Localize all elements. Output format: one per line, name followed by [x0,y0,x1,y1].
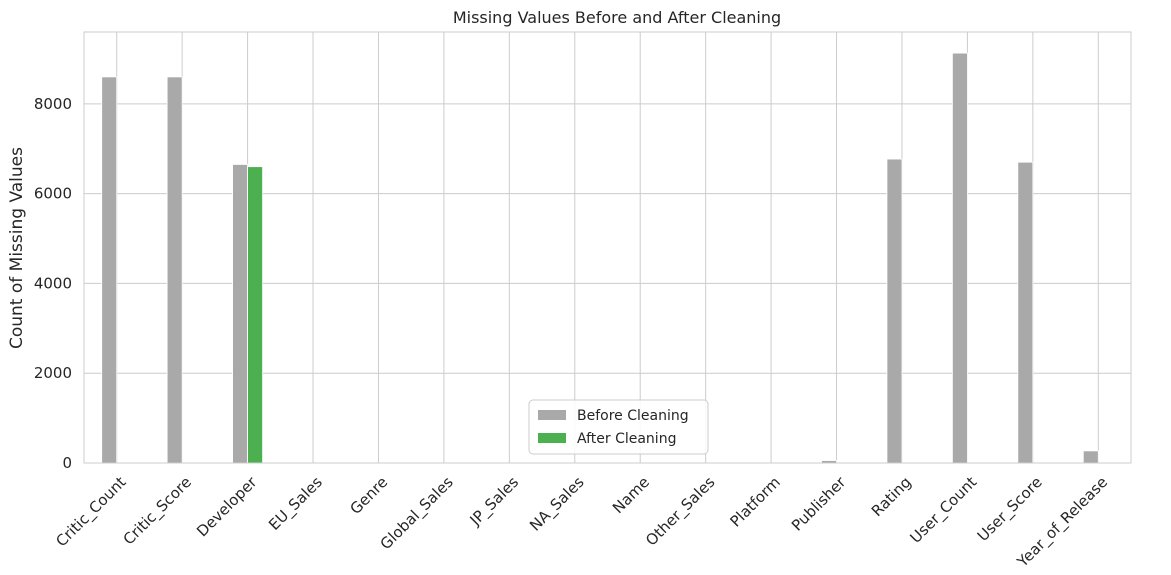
bars [101,52,1099,464]
legend-label: Before Cleaning [577,408,689,424]
y-tick-label: 8000 [34,95,72,113]
x-tick-label: EU_Sales [265,473,327,535]
x-tick-label: Critic_Count [52,473,130,551]
legend-label: After Cleaning [577,431,676,447]
bar-before-User_Count [952,52,968,464]
bar-after-Developer [247,166,263,464]
bar-before-Year_of_Release [1082,450,1099,464]
x-tick-label: Other_Sales [642,473,719,550]
x-tick-label: Platform [726,473,783,530]
legend-box [528,399,709,455]
x-tick-label: Developer [193,473,261,541]
chart-title: Missing Values Before and After Cleaning [453,8,781,27]
y-tick-label: 6000 [34,185,72,203]
y-tick-labels: 0 2000 4000 6000 8000 [34,95,72,472]
legend-swatch [538,410,566,420]
y-tick-label: 2000 [34,364,72,382]
y-tick-label: 0 [62,454,72,472]
x-tick-label: User_Count [907,473,981,547]
legend: Before Cleaning After Cleaning [528,399,709,455]
bar-before-Critic_Score [166,76,183,464]
x-tick-label: NA_Sales [526,473,588,535]
bar-before-Rating [886,158,903,464]
plot-frame [83,31,1132,464]
y-tick-label: 4000 [34,274,72,292]
bar-before-User_Score [1017,161,1034,464]
x-tick-label: Rating [868,473,915,520]
x-tick-label: Publisher [788,473,850,535]
y-axis-label: Count of Missing Values [7,147,27,349]
x-tick-label: Genre [346,473,391,518]
x-tick-label: Critic_Score [120,473,196,549]
bar-before-Developer [232,164,248,464]
x-tick-label: Name [609,473,653,517]
bar-before-Critic_Count [101,76,118,464]
legend-swatch [538,433,566,443]
x-tick-label: JP_Sales [466,473,523,530]
